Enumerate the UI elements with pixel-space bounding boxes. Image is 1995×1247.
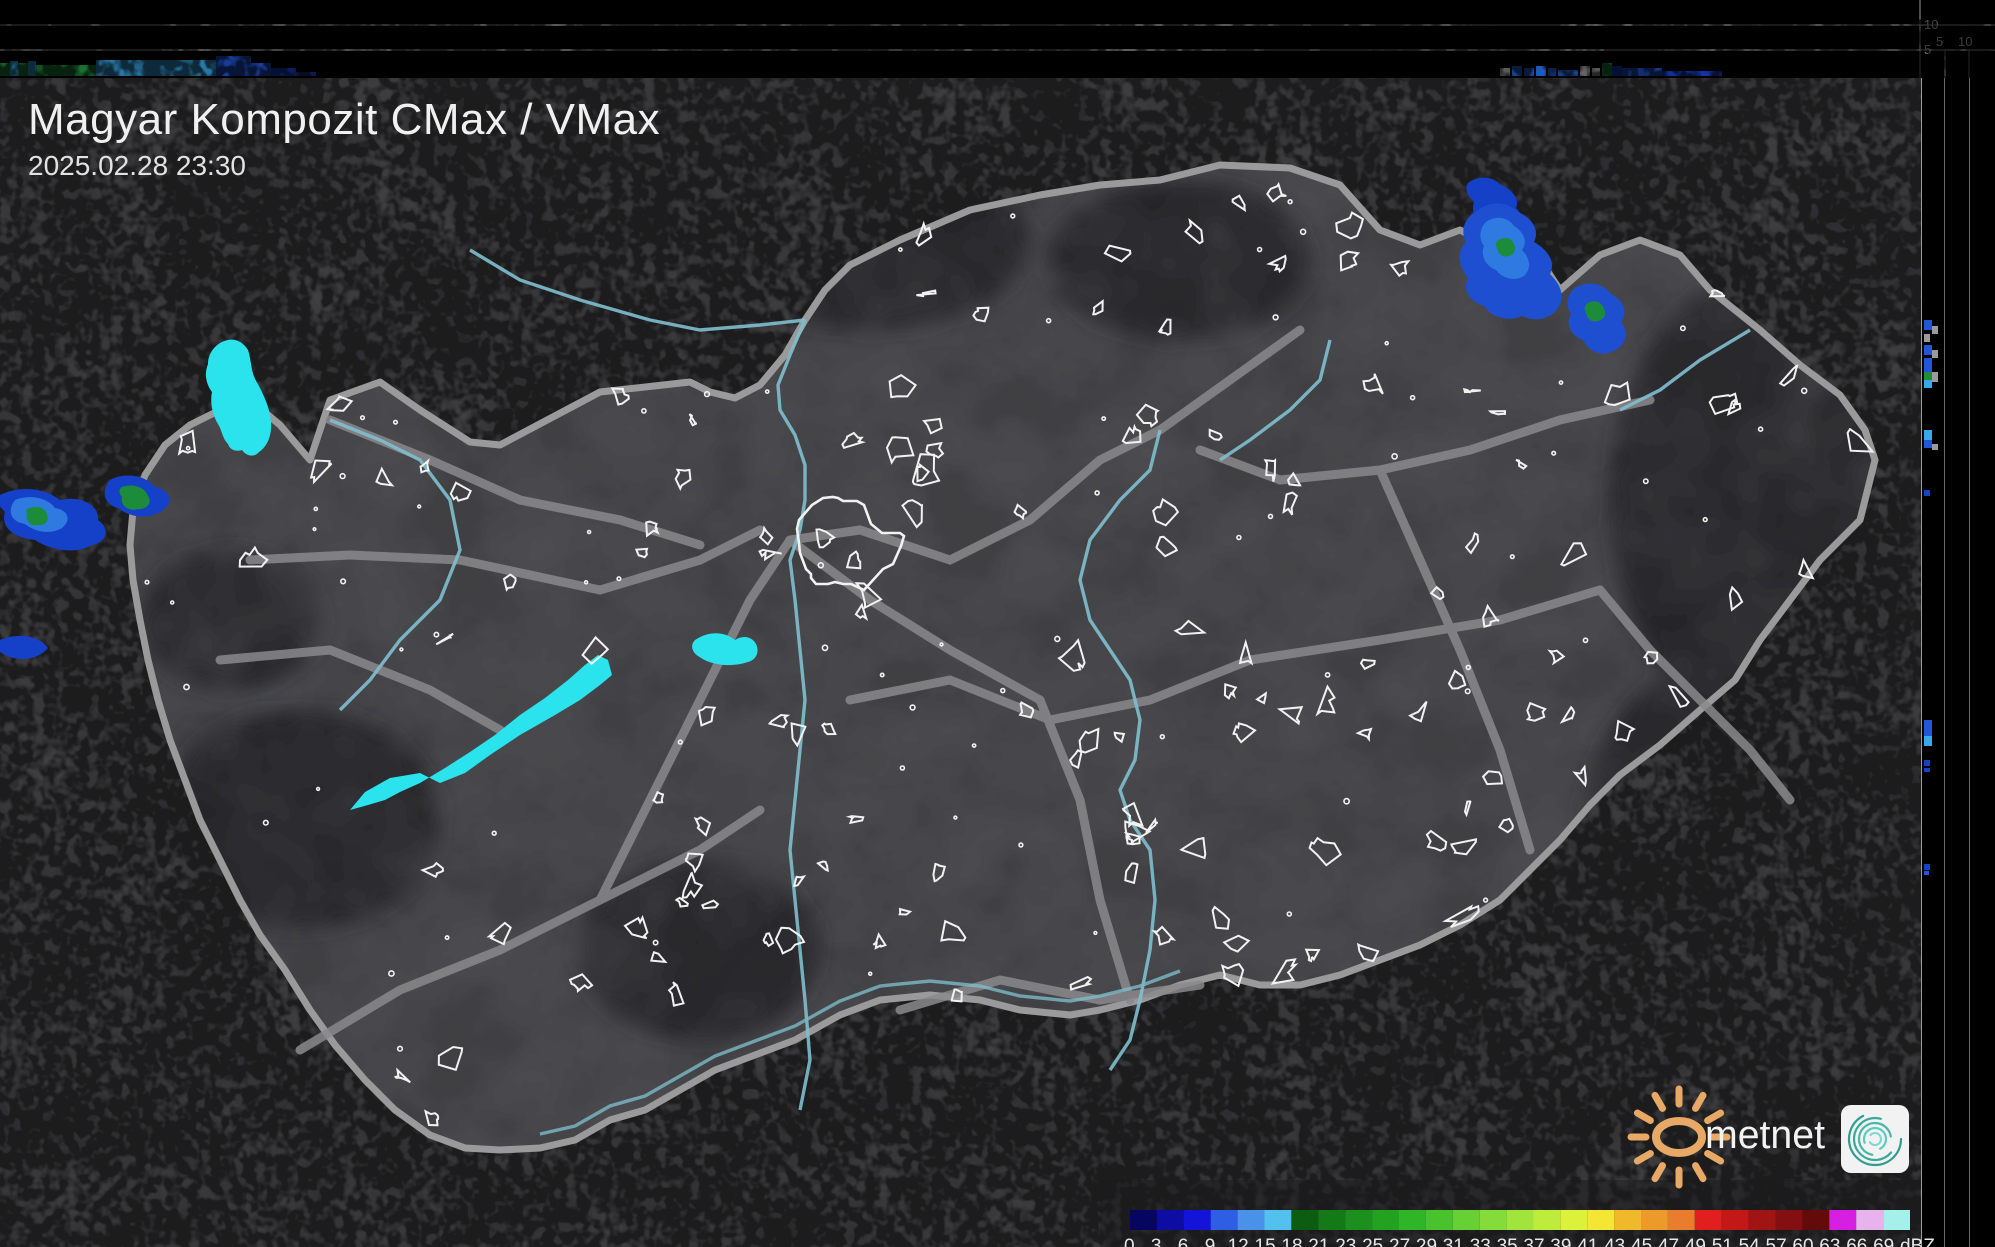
svg-text:63: 63 (1819, 1236, 1840, 1247)
svg-text:31: 31 (1443, 1236, 1464, 1247)
svg-text:23: 23 (1335, 1236, 1356, 1247)
svg-text:9: 9 (1205, 1236, 1216, 1247)
svg-text:39: 39 (1550, 1236, 1571, 1247)
svg-text:metnet: metnet (1705, 1113, 1825, 1157)
svg-text:66: 66 (1846, 1236, 1867, 1247)
svg-text:51: 51 (1712, 1236, 1733, 1247)
svg-text:12: 12 (1228, 1236, 1249, 1247)
svg-text:43: 43 (1604, 1236, 1625, 1247)
svg-text:6: 6 (1178, 1236, 1189, 1247)
svg-text:60: 60 (1792, 1236, 1813, 1247)
svg-text:0: 0 (1124, 1236, 1135, 1247)
svg-text:35: 35 (1497, 1236, 1518, 1247)
svg-text:27: 27 (1389, 1236, 1410, 1247)
svg-text:21: 21 (1308, 1236, 1329, 1247)
svg-text:29: 29 (1416, 1236, 1437, 1247)
svg-text:57: 57 (1766, 1236, 1787, 1247)
svg-text:33: 33 (1470, 1236, 1491, 1247)
svg-text:54: 54 (1739, 1236, 1761, 1247)
svg-text:dBZ: dBZ (1900, 1236, 1935, 1247)
svg-text:15: 15 (1255, 1236, 1276, 1247)
svg-text:49: 49 (1685, 1236, 1706, 1247)
svg-text:45: 45 (1631, 1236, 1652, 1247)
svg-text:41: 41 (1577, 1236, 1598, 1247)
svg-text:18: 18 (1281, 1236, 1302, 1247)
svg-text:25: 25 (1362, 1236, 1383, 1247)
svg-text:3: 3 (1151, 1236, 1162, 1247)
svg-text:47: 47 (1658, 1236, 1679, 1247)
svg-text:37: 37 (1523, 1236, 1544, 1247)
svg-text:69: 69 (1873, 1236, 1894, 1247)
